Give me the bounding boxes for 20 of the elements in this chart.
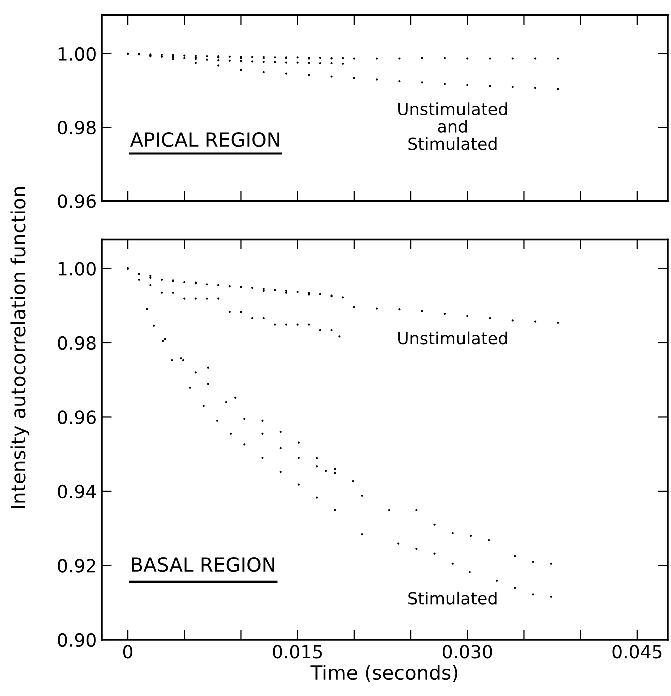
annotation: APICAL REGION <box>130 132 280 148</box>
x-tick-label: 0 <box>123 645 133 659</box>
x-tick-label: 0.015 <box>273 645 322 659</box>
y-tick-label: 1.00 <box>58 47 96 62</box>
annotation: BASAL REGION <box>132 557 274 572</box>
y-tick-label: 0.96 <box>58 410 96 424</box>
annotation: Unstimulated <box>398 332 508 345</box>
y-tick-label: 0.96 <box>58 194 96 208</box>
annotation: Stimulated <box>408 592 497 605</box>
y-tick-label: 0.92 <box>58 559 96 573</box>
y-tick-label: 0.90 <box>58 633 96 648</box>
y-tick-label: 1.00 <box>58 262 96 276</box>
y-tick-label: 0.94 <box>58 484 96 499</box>
y-axis-title: Intensity autocorrelation function <box>10 187 30 508</box>
x-tick-label: 0.045 <box>612 645 662 659</box>
x-tick-label: 0.030 <box>442 645 492 659</box>
y-tick-label: 0.98 <box>58 336 96 350</box>
y-tick-label: 0.98 <box>58 121 96 135</box>
x-axis-title: Time (seconds) <box>310 665 458 682</box>
annotation: Unstimulated and Stimulated <box>398 102 508 150</box>
